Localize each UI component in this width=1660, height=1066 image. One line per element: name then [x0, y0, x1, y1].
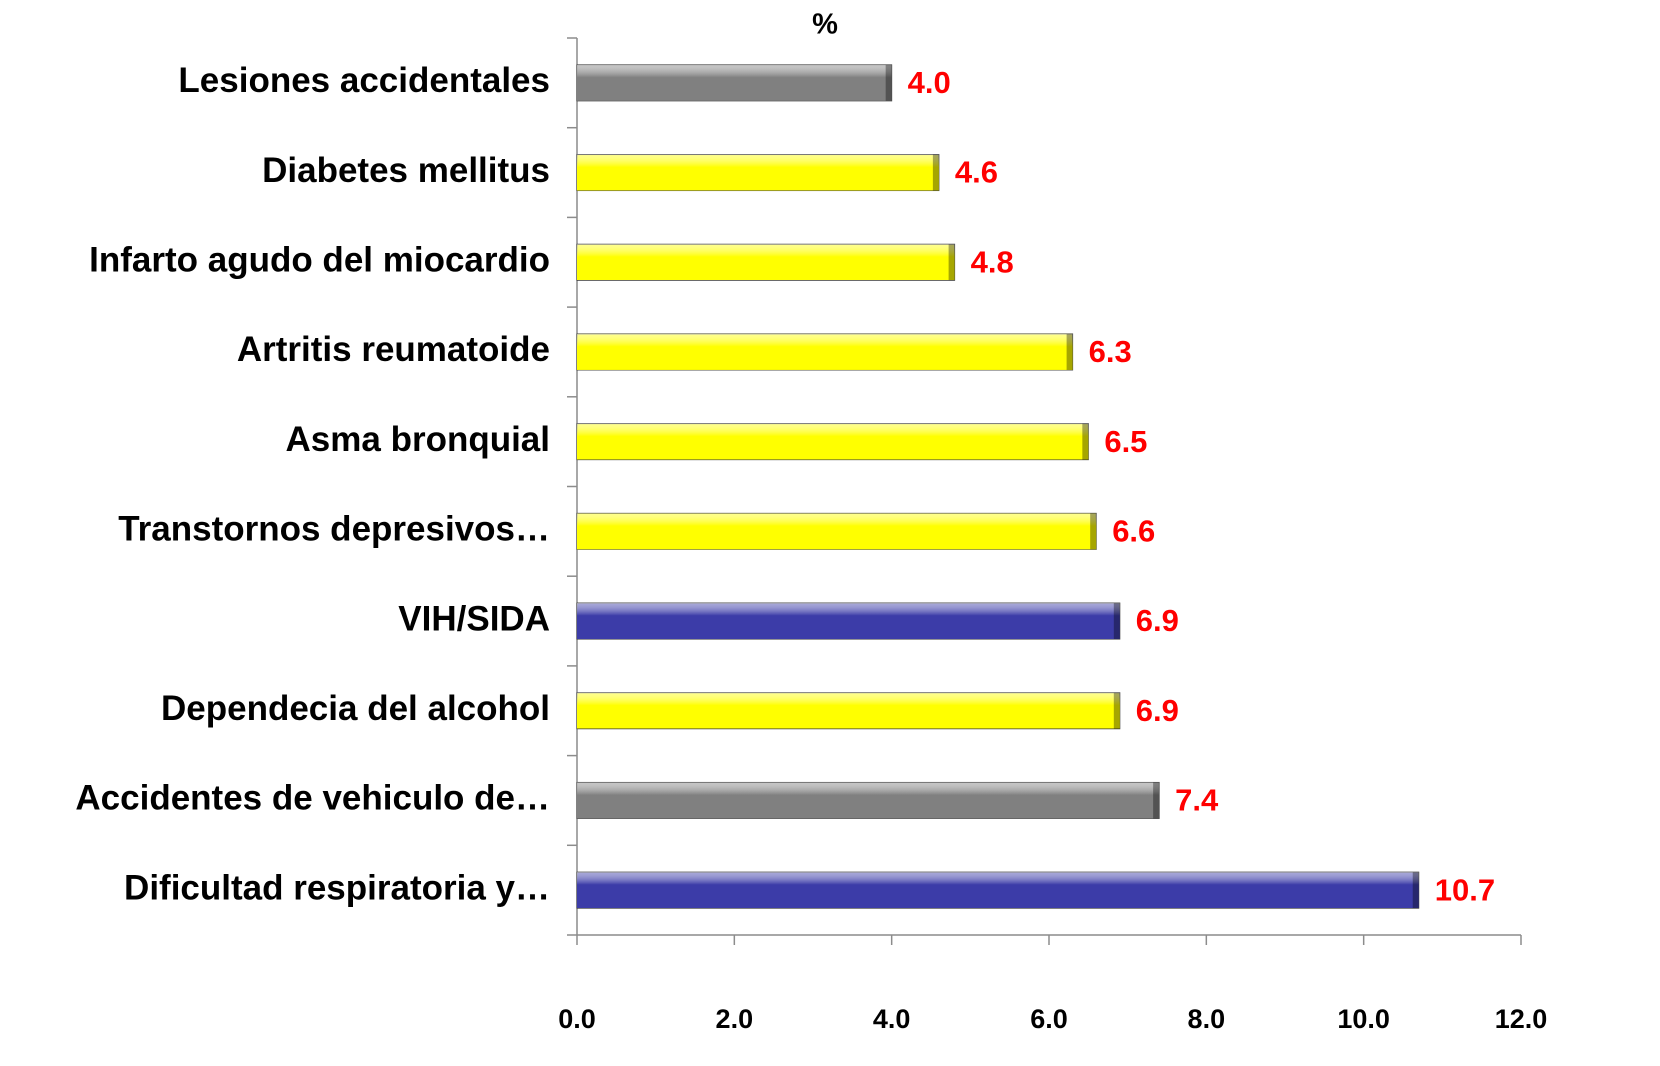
value-label: 7.4	[1175, 783, 1219, 818]
category-label: Dependecia del alcohol	[161, 689, 550, 728]
category-label: Artritis reumatoide	[237, 330, 550, 369]
chart-title: %	[812, 9, 838, 41]
x-tick-label: 6.0	[1030, 1004, 1068, 1034]
category-label: Asma bronquial	[286, 420, 550, 459]
category-label: Transtornos depresivos…	[118, 510, 550, 549]
value-label: 6.6	[1112, 514, 1155, 549]
value-label: 4.8	[971, 244, 1014, 279]
bar-end	[948, 244, 955, 281]
x-tick-label: 12.0	[1495, 1004, 1548, 1034]
value-label: 6.3	[1089, 334, 1132, 369]
value-label: 6.9	[1136, 693, 1179, 728]
x-tick-label: 2.0	[716, 1004, 754, 1034]
x-tick-label: 8.0	[1188, 1004, 1226, 1034]
bar-shade	[577, 154, 939, 191]
bar-end	[932, 154, 939, 191]
bar-end	[885, 64, 892, 101]
x-tick-label: 0.0	[558, 1004, 596, 1034]
category-label: Diabetes mellitus	[262, 151, 550, 190]
bar-end	[1082, 423, 1089, 460]
category-label: VIH/SIDA	[398, 599, 550, 638]
bar-shade	[577, 423, 1089, 460]
category-label: Lesiones accidentales	[178, 61, 550, 100]
bar-end	[1090, 513, 1097, 550]
bar-shade	[577, 244, 955, 281]
bar-end	[1113, 692, 1120, 729]
bar-shade	[577, 333, 1073, 370]
category-label: Accidentes de vehiculo de…	[75, 779, 550, 818]
bar-end	[1412, 872, 1419, 909]
x-tick-label: 10.0	[1337, 1004, 1390, 1034]
bar-shade	[577, 872, 1419, 909]
category-label: Dificultad respiratoria y…	[124, 868, 550, 907]
bar-end	[1153, 782, 1160, 819]
x-tick-label: 4.0	[873, 1004, 911, 1034]
category-label: Infarto agudo del miocardio	[89, 241, 550, 280]
bar-end	[1066, 333, 1073, 370]
bar-shade	[577, 513, 1097, 550]
value-label: 6.9	[1136, 603, 1179, 638]
bar-shade	[577, 692, 1120, 729]
bar-shade	[577, 782, 1160, 819]
value-label: 10.7	[1435, 872, 1495, 907]
bar-end	[1113, 603, 1120, 640]
bar-shade	[577, 64, 892, 101]
value-label: 6.5	[1104, 424, 1147, 459]
bar-shade	[577, 603, 1120, 640]
value-label: 4.0	[908, 65, 951, 100]
value-label: 4.6	[955, 155, 998, 190]
